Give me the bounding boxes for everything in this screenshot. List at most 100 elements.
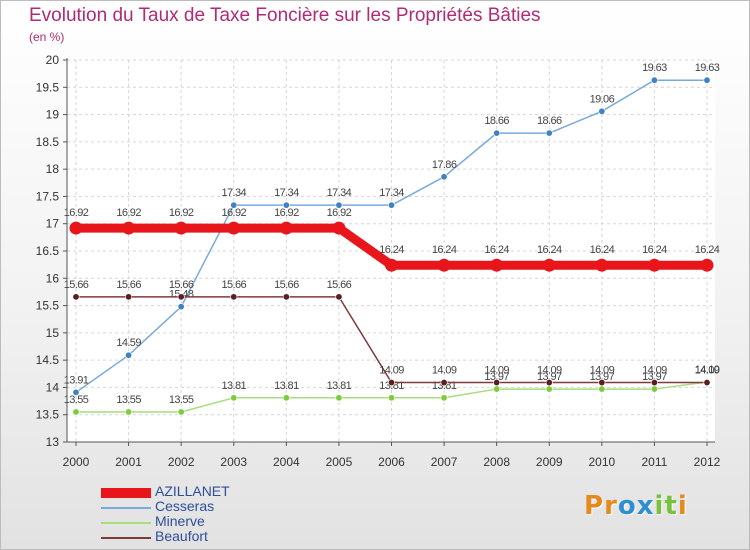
data-label-minerve: 13.55	[169, 394, 194, 406]
logo-letter: P	[584, 491, 605, 521]
y-tick-label: 19.5	[36, 80, 60, 94]
data-label-minerve: 13.97	[590, 371, 615, 383]
y-tick-label: 13	[46, 435, 60, 449]
legend-label: Cesseras	[155, 498, 215, 514]
marker-beaufort	[598, 379, 606, 387]
marker-beaufort	[72, 293, 80, 301]
data-label-cesseras: 17.34	[379, 187, 404, 199]
x-tick-label: 2010	[588, 455, 615, 469]
data-label-beaufort: 14.09	[695, 365, 720, 377]
y-tick-label: 13.5	[36, 408, 60, 422]
marker-beaufort	[493, 379, 501, 387]
marker-cesseras	[545, 129, 553, 137]
data-label-minerve: 13.81	[274, 380, 299, 392]
data-label-minerve: 14.10	[695, 364, 720, 376]
x-tick-label: 2005	[326, 455, 353, 469]
y-tick-label: 18.5	[36, 135, 60, 149]
proxiti-logo: Proxiti	[584, 491, 688, 521]
marker-minerve	[493, 385, 501, 393]
data-label-cesseras: 13.91	[64, 374, 89, 386]
marker-minerve	[282, 394, 290, 402]
data-label-cesseras: 14.59	[116, 337, 141, 349]
y-tick-label: 16	[46, 271, 60, 285]
data-label-beaufort: 14.09	[432, 365, 457, 377]
marker-beaufort	[335, 293, 343, 301]
y-tick-label: 14.5	[36, 353, 60, 367]
marker-cesseras	[493, 129, 501, 137]
marker-beaufort	[282, 293, 290, 301]
data-label-minerve: 13.97	[642, 371, 667, 383]
y-tick-label: 15.5	[36, 299, 60, 313]
marker-beaufort	[703, 379, 711, 387]
legend-swatch	[101, 537, 151, 539]
x-tick-label: 2006	[378, 455, 405, 469]
marker-minerve	[650, 385, 658, 393]
legend-label: AZILLANET	[155, 483, 230, 499]
data-label-minerve: 13.97	[484, 371, 509, 383]
x-tick-label: 2012	[694, 455, 721, 469]
data-label-minerve: 13.81	[327, 380, 352, 392]
data-label-azillanet: 16.92	[327, 207, 352, 219]
marker-azillanet	[332, 221, 346, 235]
marker-beaufort	[545, 379, 553, 387]
marker-minerve	[387, 394, 395, 402]
data-label-cesseras: 17.86	[432, 159, 457, 171]
data-label-azillanet: 16.92	[64, 207, 89, 219]
marker-azillanet	[647, 258, 661, 272]
legend-swatch	[101, 507, 151, 509]
logo-letter: i	[677, 491, 688, 521]
data-label-cesseras: 18.66	[537, 115, 562, 127]
legend-swatch	[101, 522, 151, 524]
data-label-azillanet: 16.92	[169, 207, 194, 219]
x-tick-label: 2009	[536, 455, 563, 469]
marker-azillanet	[122, 221, 136, 235]
legend-swatch	[101, 488, 151, 498]
data-label-cesseras: 19.63	[642, 62, 667, 74]
data-label-beaufort: 15.66	[221, 279, 246, 291]
data-label-beaufort: 15.66	[116, 279, 141, 291]
marker-minerve	[440, 394, 448, 402]
marker-minerve	[72, 408, 80, 416]
marker-beaufort	[177, 293, 185, 301]
data-label-azillanet: 16.24	[537, 244, 562, 256]
legend-label: Beaufort	[155, 528, 208, 544]
data-label-cesseras: 19.06	[590, 93, 615, 105]
legend-label: Minerve	[155, 513, 205, 529]
x-tick-label: 2000	[63, 455, 90, 469]
data-label-azillanet: 16.92	[221, 207, 246, 219]
data-label-beaufort: 15.66	[64, 279, 89, 291]
data-label-azillanet: 16.24	[642, 244, 667, 256]
y-tick-label: 15	[46, 326, 60, 340]
data-label-beaufort: 14.09	[537, 365, 562, 377]
data-label-cesseras: 19.63	[695, 62, 720, 74]
marker-azillanet	[227, 221, 241, 235]
data-label-minerve: 13.97	[537, 371, 562, 383]
marker-cesseras	[598, 107, 606, 115]
data-label-azillanet: 16.92	[116, 207, 141, 219]
y-tick-label: 18	[46, 162, 60, 176]
x-tick-label: 2001	[115, 455, 142, 469]
logo-letter: i	[654, 491, 665, 521]
x-tick-label: 2003	[220, 455, 247, 469]
data-label-azillanet: 16.24	[484, 244, 509, 256]
y-tick-label: 14	[46, 380, 60, 394]
logo-letter: t	[664, 491, 678, 521]
marker-minerve	[545, 385, 553, 393]
marker-minerve	[230, 394, 238, 402]
marker-minerve	[125, 408, 133, 416]
y-tick-label: 16.5	[36, 244, 60, 258]
data-label-beaufort: 14.09	[590, 365, 615, 377]
y-tick-label: 19	[46, 108, 60, 122]
marker-azillanet	[700, 258, 714, 272]
x-tick-label: 2007	[431, 455, 458, 469]
data-label-azillanet: 16.24	[695, 244, 720, 256]
x-tick-label: 2011	[642, 455, 668, 469]
marker-azillanet	[69, 221, 83, 235]
chart-unit-label: (en %)	[29, 30, 65, 44]
y-tick-label: 20	[46, 53, 60, 67]
marker-cesseras	[177, 303, 185, 311]
marker-cesseras	[335, 201, 343, 209]
data-label-beaufort: 15.66	[327, 279, 352, 291]
marker-cesseras	[703, 76, 711, 84]
